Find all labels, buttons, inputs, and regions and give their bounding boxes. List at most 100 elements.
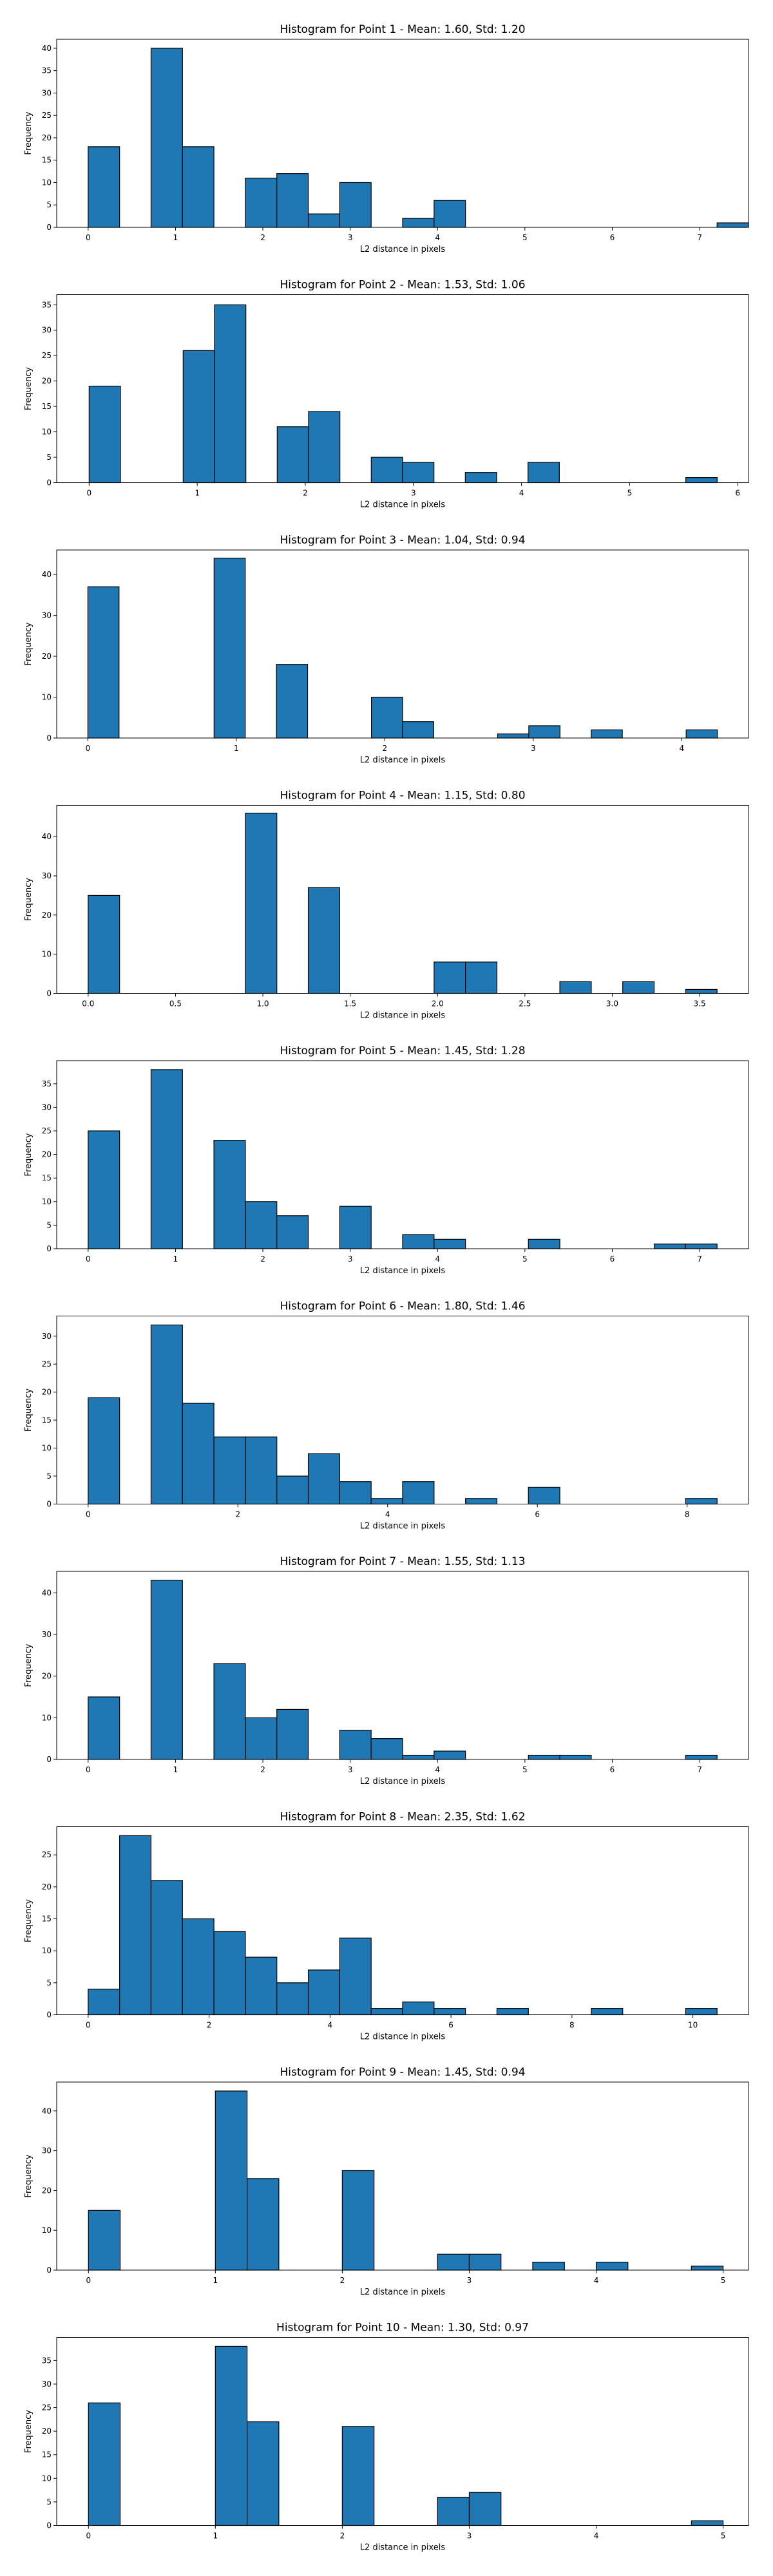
histogram-panel-6: Histogram for Point 6 - Mean: 1.80, Std:…	[24, 1300, 749, 1531]
histogram-bar	[276, 1475, 309, 1505]
x-tick-label: 3	[467, 2276, 472, 2285]
histogram-bar	[215, 2090, 248, 2271]
x-tick-label: 0	[87, 489, 92, 498]
histogram-bar	[213, 1140, 246, 1249]
x-tick-label: 0.0	[82, 999, 94, 1009]
x-tick-label: 6	[535, 1510, 540, 1519]
histogram-bar	[370, 1738, 403, 1760]
y-tick-label: 40	[42, 570, 52, 579]
x-axis-label: L2 distance in pixels	[360, 1777, 446, 1786]
histogram-bar	[437, 2496, 470, 2526]
histogram-panel-4: Histogram for Point 4 - Mean: 1.15, Std:…	[24, 790, 749, 1021]
x-tick-label: 7	[697, 233, 702, 242]
histogram-bar	[465, 961, 498, 994]
histogram-bar	[437, 2253, 470, 2271]
x-axis-label: L2 distance in pixels	[360, 2032, 446, 2042]
y-tick-label: 30	[42, 2146, 52, 2155]
histogram-bar	[276, 173, 309, 228]
y-tick-label: 10	[42, 1946, 52, 1955]
histogram-bar	[182, 146, 215, 228]
histogram-panel-3: Histogram for Point 3 - Mean: 1.04, Std:…	[24, 534, 749, 765]
y-tick-label: 20	[42, 1388, 52, 1397]
histogram-bar	[88, 1696, 120, 1760]
histogram-bar	[150, 1324, 183, 1505]
histogram-bar	[247, 2421, 280, 2526]
x-tick-label: 2	[303, 489, 308, 498]
plot-area	[56, 805, 749, 994]
x-axis-label: L2 distance in pixels	[360, 2543, 446, 2553]
x-tick-label: 4	[435, 1255, 440, 1264]
x-tick-label: 0	[86, 2532, 91, 2541]
x-tick-label: 3	[348, 233, 353, 242]
y-tick-label: 5	[46, 200, 52, 209]
y-tick-label: 0	[46, 2521, 52, 2530]
histogram-bar	[215, 2345, 248, 2526]
chart-title: Histogram for Point 6 - Mean: 1.80, Std:…	[280, 1300, 525, 1313]
axes-frame	[56, 1826, 749, 2015]
x-tick-label: 5	[522, 1765, 528, 1774]
x-tick-label: 4	[328, 2021, 333, 2030]
histogram-panel-2: Histogram for Point 2 - Mean: 1.53, Std:…	[24, 279, 749, 510]
histogram-bar	[434, 200, 466, 228]
x-tick-label: 1	[173, 1765, 178, 1774]
x-tick-label: 7	[697, 1255, 702, 1264]
y-tick-label: 30	[42, 1332, 52, 1341]
chart-title: Histogram for Point 7 - Mean: 1.55, Std:…	[280, 1555, 525, 1568]
x-tick-label: 3.5	[694, 999, 706, 1009]
histogram-bar	[434, 961, 466, 994]
y-tick-label: 25	[42, 1359, 52, 1368]
y-tick-label: 20	[42, 1882, 52, 1891]
histogram-bar	[402, 721, 435, 739]
chart-title: Histogram for Point 8 - Mean: 2.35, Std:…	[280, 1811, 525, 1824]
x-tick-label: 2	[340, 2276, 345, 2285]
histogram-bar	[213, 1663, 246, 1760]
x-tick-label: 1	[195, 489, 200, 498]
histogram-bar	[307, 887, 340, 994]
x-axis-label: L2 distance in pixels	[360, 1266, 446, 1276]
y-tick-label: 5	[46, 1220, 52, 1229]
y-axis-label: Frequency	[24, 1133, 33, 1176]
x-tick-label: 3.0	[606, 999, 618, 1009]
x-tick-label: 3	[531, 744, 536, 753]
histogram-bar	[691, 2266, 724, 2271]
histogram-bar	[370, 696, 403, 739]
y-axis-label: Frequency	[24, 1388, 33, 1432]
histogram-bar	[88, 2402, 121, 2526]
x-tick-label: 2	[260, 1765, 265, 1774]
y-tick-label: 10	[42, 178, 52, 187]
x-tick-label: 4	[435, 233, 440, 242]
plot-area	[56, 294, 749, 483]
chart-title: Histogram for Point 4 - Mean: 1.15, Std:…	[280, 790, 525, 802]
histogram-bar	[528, 1238, 560, 1249]
histogram-bar	[276, 664, 309, 739]
y-tick-label: 10	[42, 2474, 52, 2483]
histogram-bar	[245, 1201, 278, 1249]
x-tick-label: 2	[383, 744, 388, 753]
histogram-bar	[402, 218, 435, 228]
x-tick-label: 0	[86, 1255, 91, 1264]
chart-title: Histogram for Point 3 - Mean: 1.04, Std:…	[280, 534, 525, 547]
x-tick-label: 10	[688, 2021, 698, 2030]
x-tick-label: 8	[685, 1510, 690, 1519]
y-tick-label: 35	[42, 300, 52, 309]
y-tick-label: 0	[46, 478, 52, 488]
y-tick-label: 10	[42, 950, 52, 959]
histogram-bar	[528, 1486, 560, 1505]
x-tick-label: 2	[207, 2021, 212, 2030]
y-tick-label: 35	[42, 2356, 52, 2365]
y-tick-label: 40	[42, 1588, 52, 1597]
y-tick-label: 35	[42, 66, 52, 75]
histogram-bar	[370, 1498, 403, 1505]
x-tick-label: 0.5	[169, 999, 182, 1009]
histogram-bar	[182, 1403, 215, 1505]
y-tick-label: 35	[42, 1079, 52, 1088]
x-tick-label: 3	[348, 1255, 353, 1264]
histogram-bar	[245, 1436, 278, 1505]
histogram-bar	[685, 1244, 718, 1249]
histogram-bar	[150, 1580, 183, 1760]
y-tick-label: 10	[42, 428, 52, 437]
histogram-bar	[716, 222, 749, 228]
histogram-bar	[370, 457, 403, 484]
x-tick-label: 2.5	[519, 999, 531, 1009]
y-tick-label: 5	[46, 1978, 52, 1987]
